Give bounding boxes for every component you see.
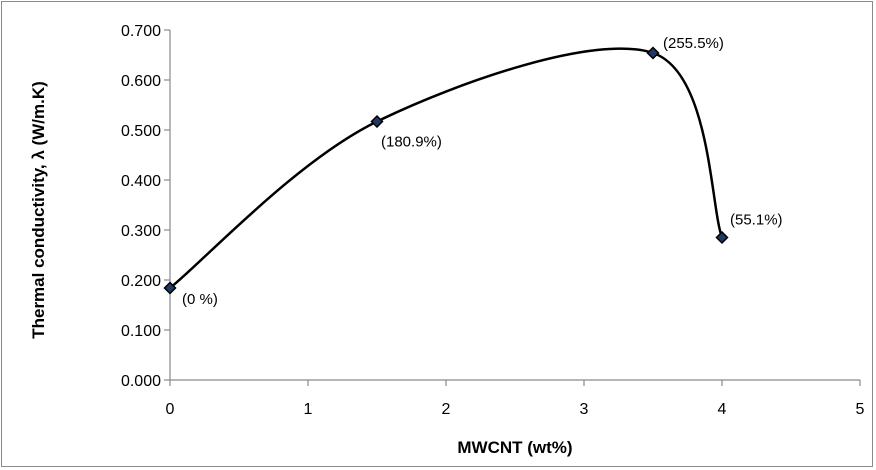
x-tick-label: 3: [580, 401, 589, 418]
data-label: (180.9%): [381, 134, 442, 151]
data-point: [646, 46, 660, 60]
data-points: [163, 46, 729, 295]
data-label: (55.1%): [730, 212, 783, 229]
trend-curve: [169, 47, 724, 289]
data-point: [163, 281, 177, 295]
y-tick-label: 0.500: [121, 123, 161, 140]
series-line: [169, 47, 724, 289]
x-tick-label: 4: [718, 401, 727, 418]
x-tick-label: 1: [304, 401, 313, 418]
y-axis-title: Thermal conductivity, λ (W/m.K): [29, 81, 48, 339]
data-point: [370, 114, 384, 129]
x-axis: 0 1 2 3 4 5: [166, 379, 865, 418]
data-label: (0 %): [182, 291, 218, 308]
y-axis: 0.000 0.100 0.200 0.300 0.400 0.500 0.600 0.700: [121, 23, 171, 390]
x-tick-label: 0: [166, 401, 175, 418]
y-tick-label: 0.700: [121, 23, 161, 40]
y-tick-label: 0.000: [121, 373, 161, 390]
y-tick-label: 0.600: [121, 73, 161, 90]
y-tick-label: 0.400: [121, 173, 161, 190]
y-tick-label: 0.100: [121, 323, 161, 340]
x-tick-label: 2: [442, 401, 451, 418]
data-label: (255.5%): [663, 35, 724, 52]
x-axis-title: MWCNT (wt%): [457, 438, 572, 457]
x-tick-label: 5: [856, 401, 865, 418]
data-point: [715, 230, 729, 245]
y-tick-label: 0.200: [121, 273, 161, 290]
y-tick-label: 0.300: [121, 223, 161, 240]
data-labels: (0 %) (180.9%) (255.5%) (55.1%): [182, 35, 783, 308]
